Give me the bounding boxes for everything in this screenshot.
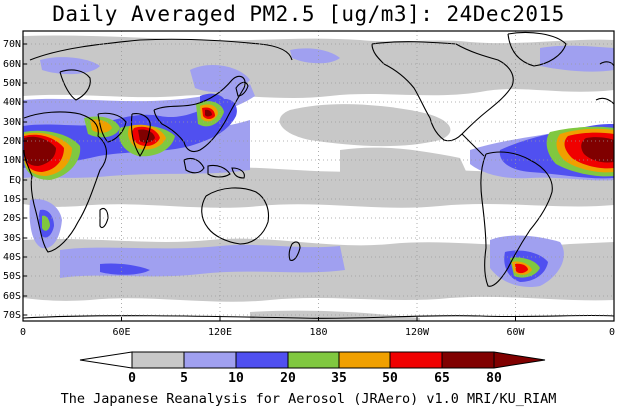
lat-label: EQ	[9, 175, 21, 186]
lat-label: 50N	[3, 78, 21, 89]
colorbar-label: 65	[434, 371, 450, 386]
lat-label: 50S	[3, 271, 21, 282]
lon-label: 0	[609, 327, 615, 338]
lat-label: 10N	[3, 155, 21, 166]
lat-label: 70N	[3, 39, 21, 50]
lon-label: 120W	[405, 327, 430, 338]
lat-label: 10S	[3, 194, 21, 205]
lat-label: 60S	[3, 291, 21, 302]
graticule	[23, 31, 614, 321]
colorbar-label: 80	[486, 371, 502, 386]
colorbar-segment	[79, 351, 133, 369]
lon-label: 0	[20, 327, 26, 338]
concentration-field	[23, 31, 614, 321]
lat-label: 60N	[3, 59, 21, 70]
colorbar-segment	[235, 351, 289, 369]
colorbar-segment	[131, 351, 185, 369]
lon-label: 120E	[208, 327, 232, 338]
colorbar-labels: 0 5 10 20 35 50 65 80	[128, 371, 502, 386]
colorbar-segment	[287, 351, 340, 369]
lat-label: 40N	[3, 97, 21, 108]
colorbar-label: 10	[228, 371, 244, 386]
coastlines	[23, 31, 614, 319]
colorbar-label: 5	[180, 371, 188, 386]
lat-label: 20N	[3, 136, 21, 147]
lat-label: 30S	[3, 233, 21, 244]
credit-line: The Japanese Reanalysis for Aerosol (JRA…	[60, 391, 557, 407]
lat-label: 70S	[3, 310, 21, 321]
colorbar-segment	[183, 351, 237, 369]
lat-label: 40S	[3, 252, 21, 263]
page-title: Daily Averaged PM2.5 [ug/m3]: 24Dec2015	[52, 2, 565, 26]
latitude-axis: 70N 60N 50N 40N 30N 20N 10N EQ 10S 20S 3…	[3, 39, 21, 321]
longitude-axis: 0 60E 120E 180 120W 60W 0	[20, 327, 615, 338]
colorbar-label: 35	[331, 371, 347, 386]
lon-label: 60W	[506, 327, 525, 338]
colorbar-segment	[389, 351, 443, 369]
lon-label: 180	[309, 327, 327, 338]
colorbar-label: 0	[128, 371, 136, 386]
lat-label: 30N	[3, 117, 21, 128]
lat-label: 20S	[3, 213, 21, 224]
colorbar	[79, 351, 546, 369]
colorbar-label: 50	[382, 371, 398, 386]
colorbar-segment	[338, 351, 391, 369]
lon-label: 60E	[112, 327, 130, 338]
colorbar-label: 20	[280, 371, 296, 386]
